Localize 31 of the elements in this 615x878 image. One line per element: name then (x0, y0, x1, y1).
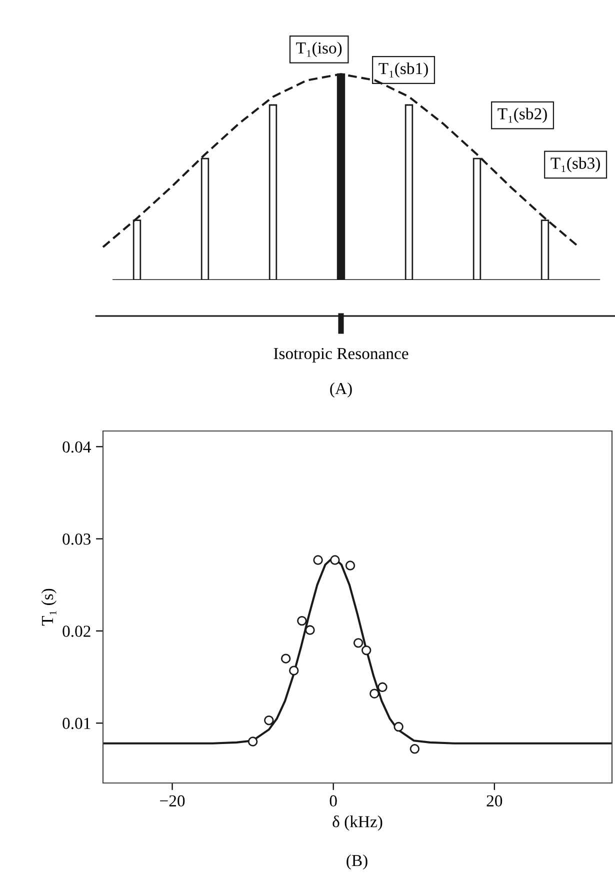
point (345, 560, 356, 570)
annotation: T₁(sb1) (378, 62, 428, 78)
y-tick-label: 0.01 (62, 718, 90, 730)
x-tick-label: 0 (330, 795, 337, 807)
point (353, 638, 364, 648)
text: Isotropic Resonance (274, 348, 408, 363)
text: (B) (346, 854, 368, 870)
point (297, 616, 307, 626)
point (410, 744, 420, 754)
point (305, 625, 315, 635)
y-axis-title: T₁ (s) (41, 588, 56, 626)
point (280, 654, 291, 664)
point (394, 722, 404, 732)
annotation: T₁(sb3) (550, 157, 600, 172)
annotation: T₁(sb2) (498, 108, 547, 123)
point (362, 645, 372, 656)
point (313, 555, 323, 565)
text: (A) (330, 382, 352, 398)
point (248, 736, 258, 746)
text: T₁(iso) (296, 42, 342, 57)
x-axis-title: δ (kHz) (332, 815, 382, 831)
x-tick-label: 20 (486, 795, 502, 807)
point (370, 688, 380, 698)
point (378, 682, 388, 692)
y-tick-label: 0.02 (62, 626, 90, 637)
point (289, 666, 299, 676)
point (330, 555, 340, 565)
point (264, 715, 274, 726)
y-tick-label: 0.04 (62, 441, 91, 453)
x-tick-label: −20 (160, 795, 185, 807)
y-tick-label: 0.03 (62, 534, 91, 545)
